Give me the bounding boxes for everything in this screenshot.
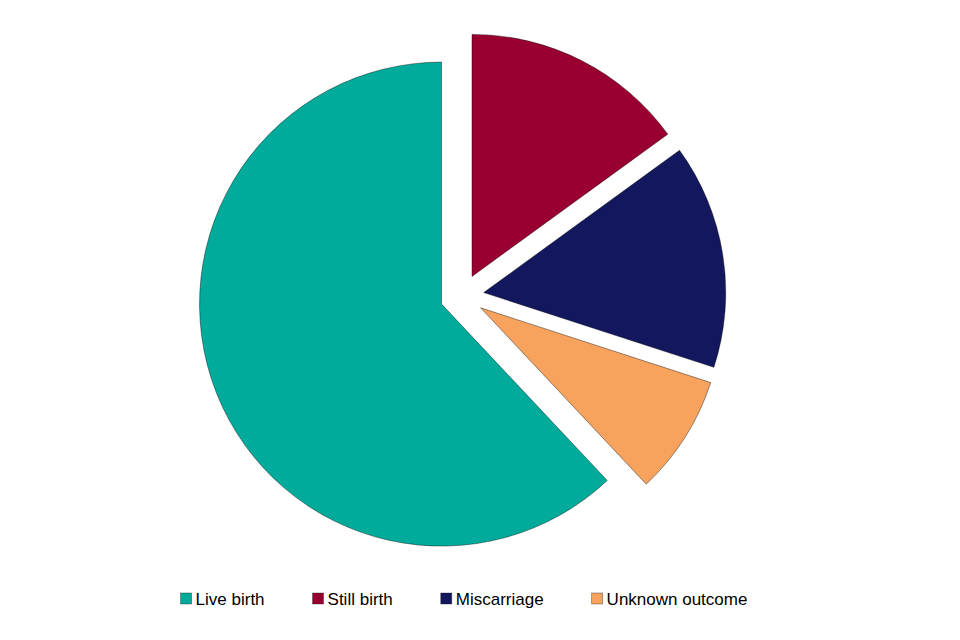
chart: Live birth Still birth Miscarriage Unknown … [0,0,960,640]
legend-swatch [592,593,603,604]
legend-swatch [313,593,324,604]
legend-label: Unknown outcome [607,590,748,609]
legend: Live birth Still birth Miscarriage Unknown … [181,590,748,609]
legend-label: Still birth [328,590,393,609]
legend-label: Miscarriage [456,590,544,609]
pie [200,34,726,546]
legend-swatch [181,593,192,604]
legend-label: Live birth [196,590,265,609]
pie-slice [481,308,711,484]
legend-swatch [441,593,452,604]
